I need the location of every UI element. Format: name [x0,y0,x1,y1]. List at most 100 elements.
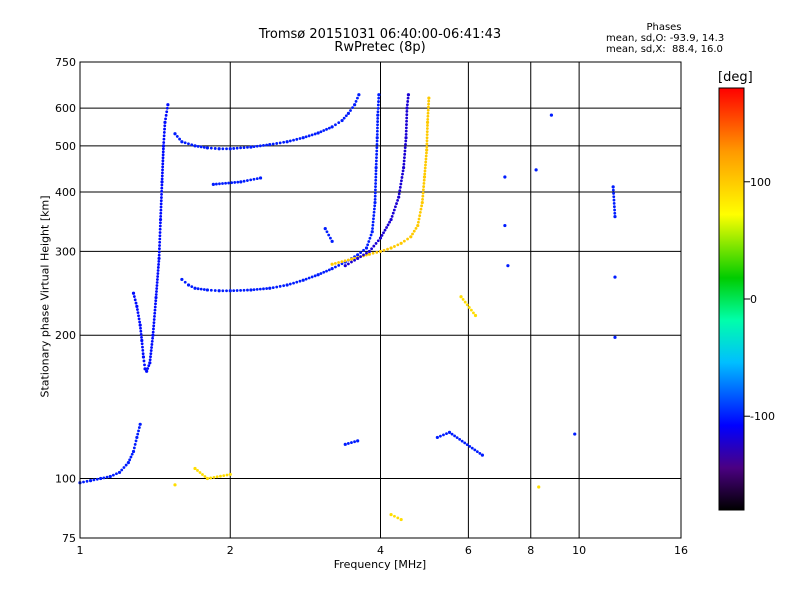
data-point [154,295,158,300]
data-point [422,175,427,179]
data-point [389,512,393,517]
data-point [271,142,275,146]
data-point [225,147,228,151]
data-point [394,205,397,209]
data-point [377,93,381,97]
data-point [374,169,378,173]
data-point [612,198,616,202]
data-point [140,342,144,346]
data-point [164,117,167,121]
data-point [183,280,187,284]
data-point [209,146,213,150]
colorbar-tick-label: 100 [750,176,771,189]
data-point [330,262,334,266]
data-point [426,105,430,109]
data-point [159,205,163,209]
data-point [150,346,153,349]
data-point [152,318,156,321]
data-point [265,287,269,290]
data-point [175,135,179,138]
data-point [161,144,166,148]
data-point [236,180,240,184]
data-point [218,182,221,186]
data-point [425,139,429,143]
data-point [180,277,184,282]
colorbar-tick-label: 0 [750,293,757,306]
data-point [255,287,259,291]
data-point [153,311,157,315]
data-point [159,208,163,212]
data-point [427,96,431,100]
data-point [447,430,452,434]
data-point [420,200,424,205]
data-point [154,299,158,303]
data-point [368,236,372,240]
data-point [310,133,314,137]
data-point [225,473,229,477]
data-point [349,109,352,112]
data-point [613,215,617,219]
data-point [136,311,140,315]
data-point [423,172,427,176]
data-point [503,175,507,179]
data-point [380,234,384,237]
data-point [404,139,408,143]
data-point [445,432,448,436]
data-point [150,339,154,343]
data-point [140,336,143,339]
data-point [140,338,144,343]
data-point [427,99,431,103]
data-point [395,202,398,205]
data-point [419,207,423,211]
data-point [161,165,165,169]
data-point [459,295,463,299]
data-point [426,124,429,127]
data-point [327,233,331,237]
data-point [393,245,396,248]
data-point [425,133,429,137]
y-tick-label: 750 [55,56,76,69]
data-point [402,159,406,163]
data-point [611,188,615,192]
data-point [126,461,130,465]
data-point [388,220,391,224]
data-point [161,159,165,163]
data-point [412,229,416,233]
data-point [153,305,157,309]
data-point [159,215,163,218]
data-point [359,251,363,254]
data-point [298,137,302,140]
data-point [148,358,152,362]
data-point [152,321,156,325]
data-point [343,259,347,263]
x-tick-label: 10 [572,544,586,557]
data-point [421,194,425,198]
data-point [416,220,420,224]
data-point [398,185,402,189]
data-point [310,275,314,279]
data-point [88,479,93,483]
y-tick-label: 200 [55,329,76,342]
data-point [330,125,334,129]
data-point [85,479,89,483]
data-point [134,301,138,305]
data-point [141,355,146,359]
data-point [426,114,430,118]
data-point [190,285,194,289]
data-point [375,250,379,254]
data-point [262,287,265,291]
data-point [242,146,246,150]
data-point [128,458,132,462]
data-point [374,166,378,170]
data-point [455,436,459,440]
data-point [371,223,375,227]
data-point [221,147,225,151]
data-point [342,116,346,120]
data-point [376,123,379,127]
data-point [258,144,262,148]
data-point [405,113,409,117]
data-point [534,168,538,172]
data-point [242,288,246,292]
data-point [138,323,142,327]
data-point [154,293,158,296]
